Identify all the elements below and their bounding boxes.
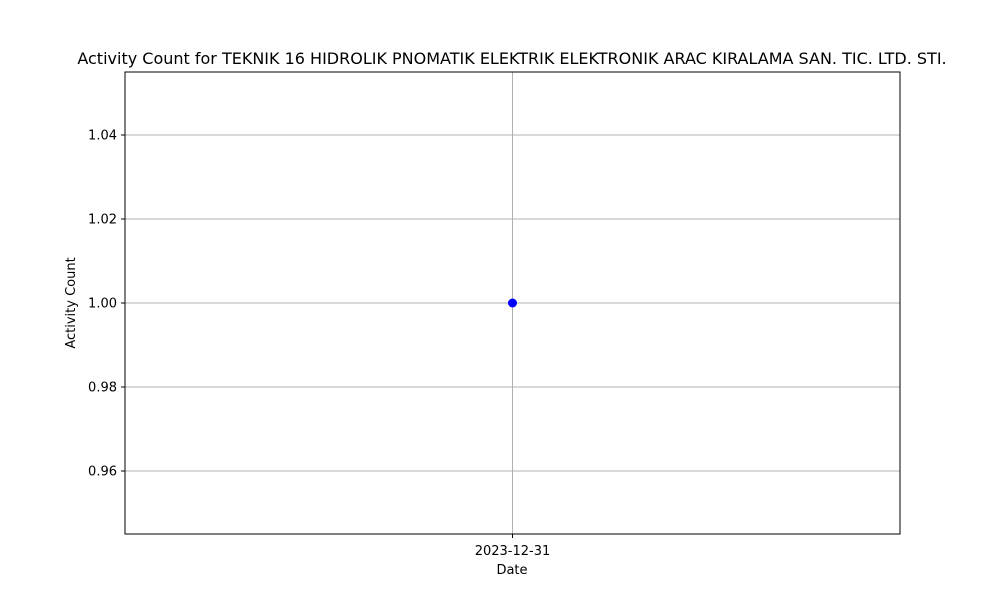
y-tick-label: 1.00 <box>88 297 117 312</box>
plot-area-frame <box>124 71 901 535</box>
data-points <box>508 298 517 308</box>
axis-ticks: 0.96 0.98 1.00 1.02 1.04 2023-12-31 <box>88 129 550 560</box>
x-axis-title: Date <box>496 563 527 578</box>
x-tick-label: 2023-12-31 <box>475 544 551 559</box>
y-axis-title: Activity Count <box>64 257 79 348</box>
y-tick-label: 1.04 <box>88 129 117 144</box>
y-tick-label: 0.96 <box>88 465 117 480</box>
y-tick-label: 1.02 <box>88 213 117 228</box>
data-point <box>508 298 517 308</box>
chart-title: Activity Count for TEKNIK 16 HIDROLIK PN… <box>77 49 946 68</box>
y-tick-label: 0.98 <box>88 381 117 396</box>
